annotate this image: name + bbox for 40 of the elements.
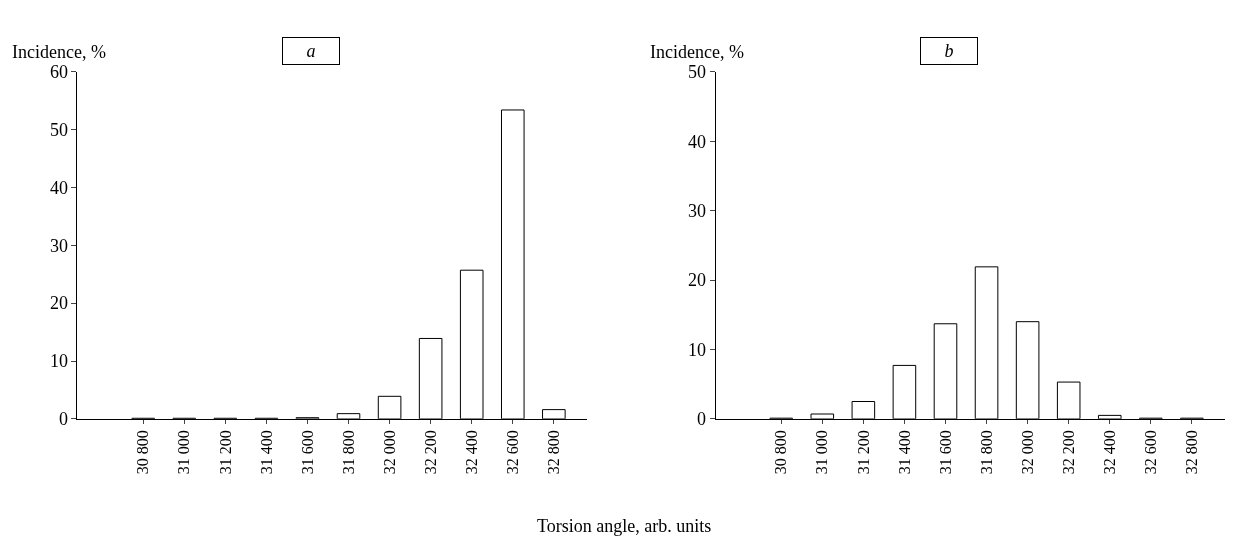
x-tick-label: 32 200 bbox=[1059, 430, 1077, 475]
x-tick-label: 31 400 bbox=[895, 430, 913, 475]
x-tick-label: 32 800 bbox=[1183, 430, 1201, 475]
x-tick-label: 31 600 bbox=[298, 430, 316, 475]
text: Torsion angle, arb. units bbox=[537, 516, 712, 536]
x-tick-label: 31 800 bbox=[977, 430, 995, 475]
y-tick-label: 20 bbox=[49, 293, 68, 314]
x-tick-label: 32 200 bbox=[421, 430, 439, 475]
y-axis-title: Incidence, % bbox=[12, 42, 106, 62]
y-tick-label: 0 bbox=[58, 409, 68, 430]
x-tick-label: 31 200 bbox=[854, 430, 872, 475]
chart-title: a bbox=[306, 41, 316, 61]
x-tick-label: 32 000 bbox=[380, 430, 398, 475]
x-tick-label: 32 600 bbox=[503, 430, 521, 475]
y-tick-label: 50 bbox=[687, 62, 706, 83]
x-tick-label: 31 800 bbox=[339, 430, 357, 475]
x-tick-label: 32 800 bbox=[545, 430, 563, 475]
y-tick-label: 10 bbox=[49, 351, 68, 372]
y-tick-label: 20 bbox=[687, 270, 706, 291]
x-tick-label: 31 200 bbox=[216, 430, 234, 475]
x-tick-label: 31 600 bbox=[936, 430, 954, 475]
y-tick-label: 30 bbox=[687, 200, 706, 221]
x-tick-label: 32 400 bbox=[1100, 430, 1118, 475]
chart-title: b bbox=[944, 41, 954, 61]
y-axis-title: Incidence, % bbox=[650, 42, 744, 62]
x-tick-label: 31 000 bbox=[175, 430, 193, 475]
x-tick-label: 30 800 bbox=[772, 430, 790, 475]
x-tick-label: 30 800 bbox=[134, 430, 152, 475]
y-tick-label: 10 bbox=[687, 339, 706, 360]
y-tick-label: 40 bbox=[49, 177, 68, 198]
x-tick-label: 32 600 bbox=[1142, 430, 1160, 475]
x-tick-label: 32 400 bbox=[462, 430, 480, 475]
y-tick-label: 50 bbox=[49, 119, 68, 140]
x-tick-label: 32 000 bbox=[1018, 430, 1036, 475]
y-tick-label: 0 bbox=[696, 409, 706, 430]
y-tick-label: 30 bbox=[49, 235, 68, 256]
y-tick-label: 40 bbox=[687, 131, 706, 152]
x-tick-label: 31 000 bbox=[813, 430, 831, 475]
y-tick-label: 60 bbox=[49, 62, 68, 83]
x-tick-label: 31 400 bbox=[257, 430, 275, 475]
